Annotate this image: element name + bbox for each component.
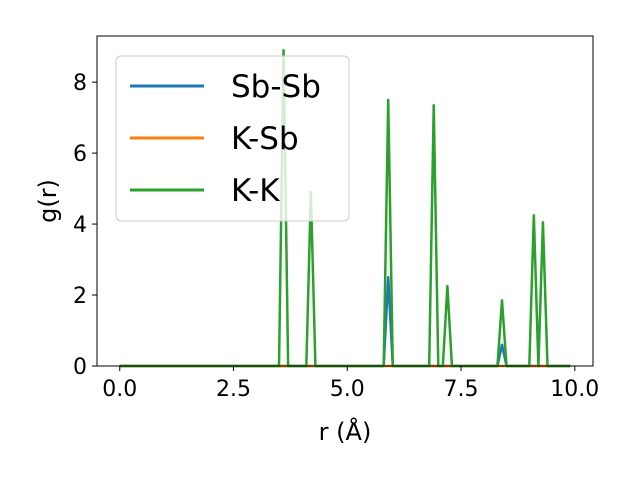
legend: Sb-Sb K-Sb K-K xyxy=(115,55,350,222)
x-axis-label: r (Å) xyxy=(319,417,372,446)
x-tick-label: 7.5 xyxy=(444,377,479,402)
axes-frame xyxy=(96,35,594,367)
x-tick-label: 10.0 xyxy=(550,377,599,402)
y-tick-label: 0 xyxy=(73,355,87,380)
x-tick-label: 0.0 xyxy=(102,377,137,402)
legend-label-k-sb: K-Sb xyxy=(231,121,299,157)
legend-label-k-k: K-K xyxy=(231,173,280,209)
y-tick-label: 2 xyxy=(73,284,87,309)
y-tick-label: 6 xyxy=(73,142,87,167)
y-axis: 0 2 4 6 8 xyxy=(73,71,97,380)
y-axis-label: g(r) xyxy=(34,179,62,223)
y-tick-label: 4 xyxy=(73,213,87,238)
x-tick-label: 2.5 xyxy=(216,377,251,402)
x-tick-label: 5.0 xyxy=(330,377,365,402)
legend-box xyxy=(115,55,350,222)
y-tick-label: 8 xyxy=(73,71,87,96)
x-axis: 0.0 2.5 5.0 7.5 10.0 xyxy=(102,366,599,402)
legend-label-sb-sb: Sb-Sb xyxy=(231,69,321,105)
